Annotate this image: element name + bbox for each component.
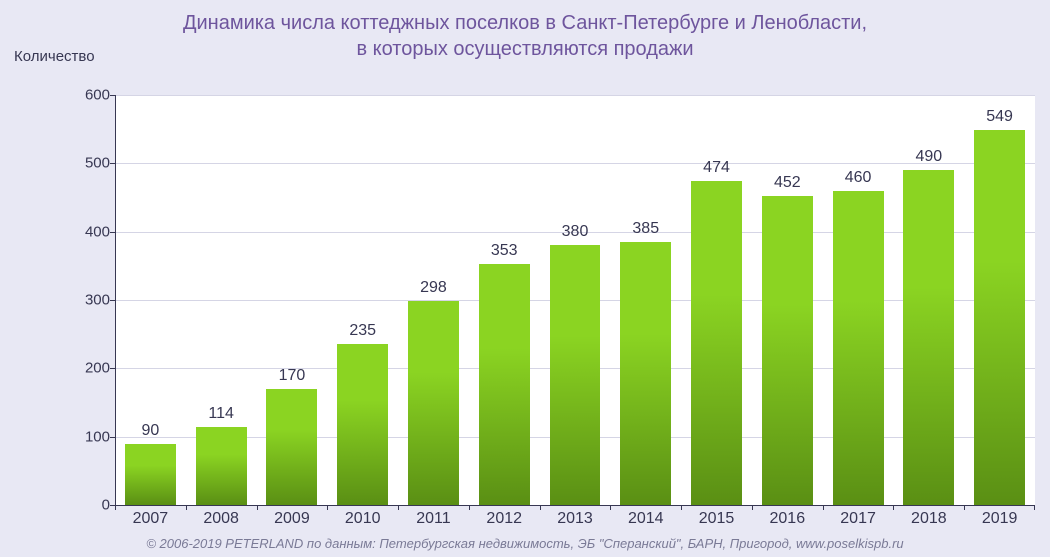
x-tick-mark bbox=[752, 505, 753, 510]
bar-value-label: 380 bbox=[562, 223, 589, 241]
x-tick-label: 2009 bbox=[274, 510, 310, 528]
bar bbox=[903, 170, 954, 505]
x-tick-label: 2008 bbox=[203, 510, 239, 528]
bar-value-label: 385 bbox=[632, 220, 659, 238]
bar-value-label: 549 bbox=[986, 108, 1013, 126]
x-tick-mark bbox=[540, 505, 541, 510]
bar-slot: 114 bbox=[196, 405, 247, 505]
bar-value-label: 460 bbox=[845, 169, 872, 187]
x-tick-mark bbox=[964, 505, 965, 510]
x-tick-mark bbox=[115, 505, 116, 510]
x-tick-mark bbox=[469, 505, 470, 510]
x-tick-label: 2016 bbox=[770, 510, 806, 528]
title-line-1: Динамика числа коттеджных поселков в Сан… bbox=[183, 12, 867, 34]
x-tick-mark bbox=[823, 505, 824, 510]
bar-value-label: 474 bbox=[703, 159, 730, 177]
footer-credit: © 2006-2019 PETERLAND по данным: Петербу… bbox=[0, 536, 1050, 551]
bar-slot: 490 bbox=[903, 148, 954, 505]
x-tick-mark bbox=[186, 505, 187, 510]
bar bbox=[762, 196, 813, 505]
x-tick-mark bbox=[257, 505, 258, 510]
x-tick-label: 2017 bbox=[840, 510, 876, 528]
y-tick-label: 600 bbox=[70, 87, 110, 104]
x-tick-label: 2013 bbox=[557, 510, 593, 528]
bar bbox=[266, 389, 317, 505]
bar-slot: 90 bbox=[125, 422, 176, 506]
bar-value-label: 114 bbox=[208, 405, 234, 423]
bar bbox=[408, 301, 459, 505]
bar-value-label: 235 bbox=[349, 322, 376, 340]
bar bbox=[550, 245, 601, 505]
x-tick-label: 2019 bbox=[982, 510, 1018, 528]
bar-value-label: 452 bbox=[774, 174, 801, 192]
bar-slot: 460 bbox=[833, 169, 884, 505]
bar-value-label: 353 bbox=[491, 242, 518, 260]
x-tick-mark bbox=[1034, 505, 1035, 510]
bar-slot: 298 bbox=[408, 279, 459, 505]
x-tick-label: 2010 bbox=[345, 510, 381, 528]
bar-slot: 235 bbox=[337, 322, 388, 505]
bars-container: 90 114 170 235 298 353 380 385 474 452 460 490 549 bbox=[115, 95, 1035, 505]
bar-value-label: 90 bbox=[141, 422, 159, 440]
bar bbox=[125, 444, 176, 506]
bar-slot: 452 bbox=[762, 174, 813, 505]
bar-value-label: 490 bbox=[915, 148, 942, 166]
bar bbox=[337, 344, 388, 505]
bar bbox=[833, 191, 884, 505]
y-axis-label: Количество bbox=[14, 48, 95, 65]
y-tick-label: 200 bbox=[70, 360, 110, 377]
bar bbox=[691, 181, 742, 505]
bar-value-label: 170 bbox=[279, 367, 306, 385]
x-tick-mark bbox=[893, 505, 894, 510]
bar-slot: 353 bbox=[479, 242, 530, 505]
bar bbox=[479, 264, 530, 505]
x-tick-label: 2012 bbox=[486, 510, 522, 528]
x-tick-label: 2007 bbox=[133, 510, 169, 528]
y-tick-label: 100 bbox=[70, 428, 110, 445]
x-axis bbox=[115, 505, 1035, 506]
x-tick-label: 2015 bbox=[699, 510, 735, 528]
bar-slot: 549 bbox=[974, 108, 1025, 505]
bar bbox=[620, 242, 671, 505]
title-line-2: в которых осуществляются продажи bbox=[356, 38, 693, 60]
bar bbox=[196, 427, 247, 505]
bar-slot: 474 bbox=[691, 159, 742, 505]
y-tick-label: 500 bbox=[70, 155, 110, 172]
y-tick-label: 0 bbox=[70, 497, 110, 514]
bar-slot: 385 bbox=[620, 220, 671, 505]
y-tick-label: 300 bbox=[70, 292, 110, 309]
x-tick-label: 2018 bbox=[911, 510, 947, 528]
bar-slot: 380 bbox=[550, 223, 601, 505]
chart-title: Динамика числа коттеджных поселков в Сан… bbox=[0, 0, 1050, 62]
x-tick-label: 2011 bbox=[416, 510, 450, 528]
y-tick-label: 400 bbox=[70, 223, 110, 240]
x-tick-label: 2014 bbox=[628, 510, 664, 528]
x-tick-mark bbox=[327, 505, 328, 510]
bar-slot: 170 bbox=[266, 367, 317, 505]
x-tick-mark bbox=[398, 505, 399, 510]
bar-value-label: 298 bbox=[420, 279, 447, 297]
bar bbox=[974, 130, 1025, 505]
x-tick-mark bbox=[610, 505, 611, 510]
x-tick-mark bbox=[681, 505, 682, 510]
chart-container: Динамика числа коттеджных поселков в Сан… bbox=[0, 0, 1050, 557]
